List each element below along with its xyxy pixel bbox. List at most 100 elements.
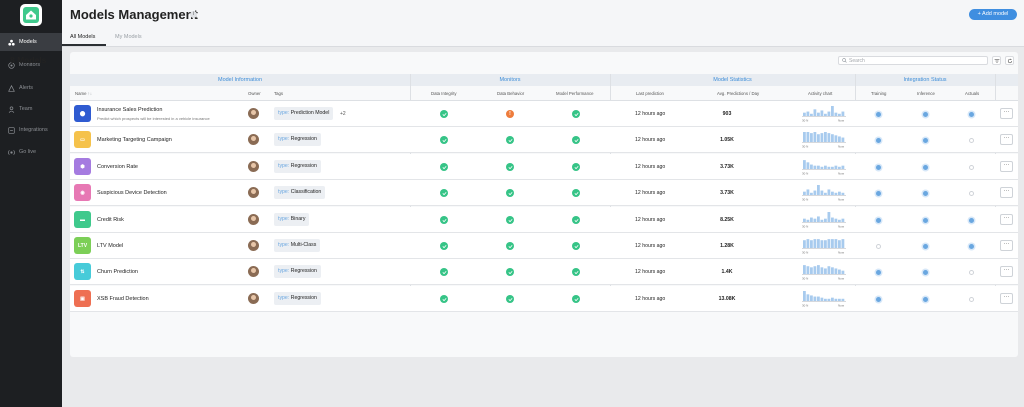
data-integrity-check-icon[interactable]	[440, 110, 448, 118]
sidebar-item-label: Monitors	[19, 62, 41, 68]
sidebar-item-monitors[interactable]: Monitors	[0, 56, 62, 74]
model-tag[interactable]: type: Regression	[274, 133, 321, 146]
table-row[interactable]: ◉ Suspicious Device Detection type: Classi…	[70, 180, 1018, 206]
model-tag[interactable]: type: Regression	[274, 292, 321, 305]
model-performance-check-icon[interactable]	[572, 242, 580, 250]
col-name[interactable]: Name ↑↓	[75, 91, 92, 96]
data-behavior-warning-icon[interactable]: !	[506, 110, 514, 118]
row-actions-button[interactable]: ···	[1000, 108, 1013, 119]
row-actions-button[interactable]: ···	[1000, 187, 1013, 198]
col-data-integrity: Data Integrity	[431, 91, 457, 96]
model-name[interactable]: Suspicious Device Detection	[97, 190, 167, 196]
model-performance-check-icon[interactable]	[572, 268, 580, 276]
owner-avatar[interactable]	[248, 108, 259, 119]
activity-bar	[834, 239, 838, 248]
data-integrity-check-icon[interactable]	[440, 189, 448, 197]
sidebar-item-alerts[interactable]: Alerts	[0, 79, 62, 97]
go-live-icon	[7, 148, 15, 156]
data-integrity-check-icon[interactable]	[440, 295, 448, 303]
model-performance-check-icon[interactable]	[572, 163, 580, 171]
add-model-button[interactable]: + Add model	[969, 9, 1017, 20]
model-performance-check-icon[interactable]	[572, 136, 580, 144]
model-name[interactable]: Marketing Targeting Campaign	[97, 137, 172, 143]
owner-avatar[interactable]	[248, 240, 259, 251]
row-actions-button[interactable]: ···	[1000, 214, 1013, 225]
activity-chart: 30 N Now	[802, 185, 846, 202]
app-logo[interactable]	[20, 4, 42, 26]
sidebar-item-go-live[interactable]: Go live	[0, 143, 62, 161]
sidebar-item-models[interactable]: Models	[0, 33, 62, 51]
owner-avatar[interactable]	[248, 161, 259, 172]
data-integrity-check-icon[interactable]	[440, 136, 448, 144]
sidebar-item-integrations[interactable]: Integrations	[0, 121, 62, 139]
activity-bar	[834, 165, 838, 169]
data-integrity-check-icon[interactable]	[440, 268, 448, 276]
model-icon: LTV	[74, 237, 91, 254]
model-name[interactable]: Churn Prediction	[97, 269, 138, 275]
data-integrity-check-icon[interactable]	[440, 216, 448, 224]
search-input[interactable]: Search	[838, 56, 988, 65]
model-tag[interactable]: type: Binary	[274, 213, 310, 226]
sidebar-item-label: Alerts	[19, 85, 34, 91]
row-actions-button[interactable]: ···	[1000, 134, 1013, 145]
data-behavior-check-icon[interactable]	[506, 268, 514, 276]
sidebar-item-label: Models	[19, 39, 37, 45]
model-performance-check-icon[interactable]	[572, 189, 580, 197]
data-integrity-check-icon[interactable]	[440, 242, 448, 250]
sort-icon[interactable]: ↑↓	[87, 91, 92, 96]
activity-bar	[803, 218, 806, 222]
model-performance-check-icon[interactable]	[572, 110, 580, 118]
data-behavior-check-icon[interactable]	[506, 242, 514, 250]
table-row[interactable]: ⬤ Insurance Sales Prediction Predict which…	[70, 101, 1018, 127]
info-icon[interactable]: i	[190, 11, 197, 18]
model-tag[interactable]: type: Classification	[274, 186, 326, 199]
model-performance-check-icon[interactable]	[572, 216, 580, 224]
inference-status-dot	[923, 218, 928, 223]
owner-avatar[interactable]	[248, 266, 259, 277]
avg-predictions: 8.25K	[720, 217, 734, 223]
data-behavior-check-icon[interactable]	[506, 216, 514, 224]
model-name[interactable]: Conversion Rate	[97, 164, 138, 170]
row-actions-button[interactable]: ···	[1000, 161, 1013, 172]
data-behavior-check-icon[interactable]	[506, 136, 514, 144]
table-row[interactable]: ▭ Marketing Targeting Campaign type: Regre…	[70, 127, 1018, 153]
row-actions-button[interactable]: ···	[1000, 293, 1013, 304]
owner-avatar[interactable]	[248, 187, 259, 198]
more-tags-count[interactable]: +2	[340, 111, 346, 117]
model-name[interactable]: LTV Model	[97, 243, 124, 249]
data-behavior-check-icon[interactable]	[506, 295, 514, 303]
tab-all-models[interactable]: All Models	[70, 34, 96, 40]
data-behavior-check-icon[interactable]	[506, 163, 514, 171]
table-row[interactable]: ▬ Credit Risk type: Binary 12 hours ago 8.25…	[70, 207, 1018, 233]
model-name[interactable]: Insurance Sales Prediction	[97, 107, 163, 113]
model-tag[interactable]: type: Regression	[274, 160, 321, 173]
table-row[interactable]: ⇅ Churn Prediction type: Regression 12 hour…	[70, 259, 1018, 285]
tag-value: Regression	[290, 163, 317, 169]
owner-avatar[interactable]	[248, 134, 259, 145]
sidebar-item-team[interactable]: Team	[0, 100, 62, 118]
table-row[interactable]: ▣ XSB Fraud Detection type: Regression 12 h…	[70, 286, 1018, 312]
owner-avatar[interactable]	[248, 293, 259, 304]
row-actions-button[interactable]: ···	[1000, 240, 1013, 251]
model-performance-check-icon[interactable]	[572, 295, 580, 303]
model-name[interactable]: XSB Fraud Detection	[97, 296, 149, 302]
model-tag[interactable]: type: Prediction Model	[274, 107, 334, 120]
tab-my-models[interactable]: My Models	[115, 34, 142, 40]
owner-avatar[interactable]	[248, 214, 259, 225]
activity-bar	[803, 265, 806, 274]
sidebar: Models Monitors Alerts Team Integrations Go l…	[0, 0, 62, 407]
activity-bar	[803, 132, 806, 142]
model-name[interactable]: Credit Risk	[97, 217, 124, 223]
table-row[interactable]: ⬢ Conversion Rate type: Regression 12 hours…	[70, 154, 1018, 180]
model-tag[interactable]: type: Multi-Class	[274, 239, 321, 252]
refresh-button[interactable]	[1005, 56, 1014, 65]
data-behavior-check-icon[interactable]	[506, 189, 514, 197]
table-row[interactable]: LTV LTV Model type: Multi-Class 12 hours ag…	[70, 233, 1018, 259]
row-actions-button[interactable]: ···	[1000, 266, 1013, 277]
activity-bar	[806, 162, 810, 169]
data-integrity-check-icon[interactable]	[440, 163, 448, 171]
model-tag[interactable]: type: Regression	[274, 265, 321, 278]
activity-chart: 30 N Now	[802, 132, 846, 149]
filter-button[interactable]	[992, 56, 1001, 65]
activity-axis-start: 30 N	[802, 198, 808, 202]
